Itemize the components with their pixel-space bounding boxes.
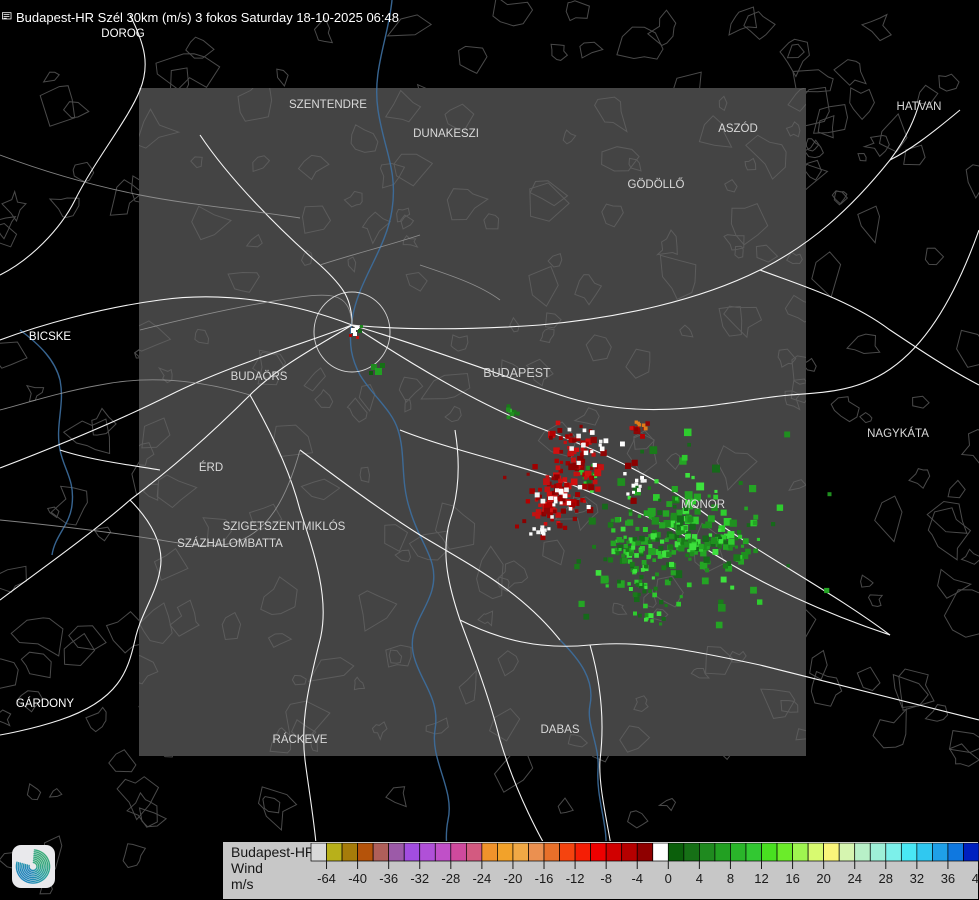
- svg-text:-36: -36: [379, 871, 398, 886]
- svg-text:-12: -12: [566, 871, 585, 886]
- svg-text:0: 0: [665, 871, 672, 886]
- svg-text:-40: -40: [348, 871, 367, 886]
- svg-text:12: 12: [754, 871, 768, 886]
- svg-text:8: 8: [727, 871, 734, 886]
- svg-text:-4: -4: [631, 871, 643, 886]
- svg-text:-8: -8: [600, 871, 612, 886]
- svg-text:-20: -20: [504, 871, 523, 886]
- svg-text:16: 16: [785, 871, 799, 886]
- svg-text:28: 28: [879, 871, 893, 886]
- svg-text:NAGYKÁTA: NAGYKÁTA: [867, 427, 929, 440]
- svg-text:SZENTENDRE: SZENTENDRE: [289, 99, 367, 111]
- svg-text:36: 36: [941, 871, 955, 886]
- svg-text:HATVAN: HATVAN: [897, 101, 942, 113]
- svg-text:40: 40: [972, 871, 979, 886]
- svg-text:-24: -24: [472, 871, 491, 886]
- svg-text:BICSKE: BICSKE: [29, 331, 72, 343]
- svg-text:20: 20: [816, 871, 830, 886]
- svg-text:DUNAKESZI: DUNAKESZI: [413, 128, 479, 140]
- svg-text:DOROG: DOROG: [101, 28, 145, 40]
- svg-text:ÉRD: ÉRD: [199, 461, 223, 474]
- svg-text:ASZÓD: ASZÓD: [718, 122, 758, 135]
- svg-text:-64: -64: [317, 871, 336, 886]
- svg-text:DABAS: DABAS: [541, 724, 580, 736]
- svg-text:BUDAPEST: BUDAPEST: [483, 366, 551, 380]
- svg-text:-16: -16: [535, 871, 554, 886]
- svg-text:SZIGETSZENTMIKLÓS: SZIGETSZENTMIKLÓS: [223, 520, 346, 533]
- svg-text:GÁRDONY: GÁRDONY: [16, 697, 74, 710]
- svg-text:4: 4: [696, 871, 703, 886]
- svg-text:GÖDÖLLŐ: GÖDÖLLŐ: [628, 177, 685, 191]
- svg-text:MONOR: MONOR: [681, 499, 725, 511]
- svg-text:24: 24: [847, 871, 861, 886]
- svg-text:BUDAÖRS: BUDAÖRS: [231, 371, 288, 383]
- svg-text:32: 32: [910, 871, 924, 886]
- svg-text:SZÁZHALOMBATTA: SZÁZHALOMBATTA: [177, 537, 283, 550]
- svg-text:-28: -28: [441, 871, 460, 886]
- svg-text:RÁCKEVE: RÁCKEVE: [273, 733, 328, 746]
- svg-text:-32: -32: [410, 871, 429, 886]
